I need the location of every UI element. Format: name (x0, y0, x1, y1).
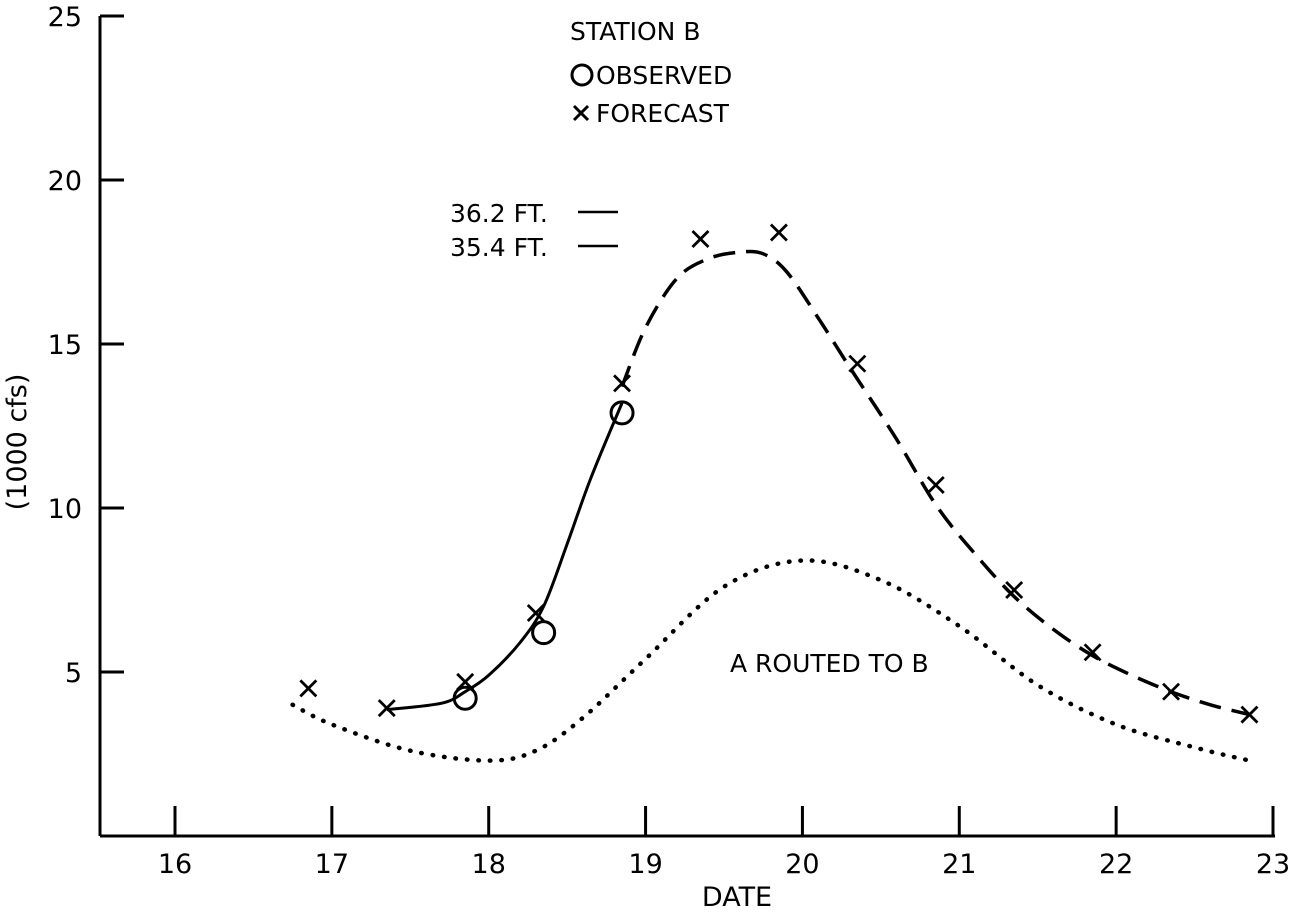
x-tick-label-17: 17 (315, 849, 349, 880)
forecast-point-stroke (769, 223, 788, 242)
legend-observed-label: OBSERVED (596, 61, 732, 90)
observed-point (531, 620, 557, 646)
forecast-point-stroke (848, 354, 867, 373)
annotations: 36.2 FT. 35.4 FT. A ROUTED TO B (450, 199, 929, 678)
routed-curve (290, 558, 1252, 763)
y-tick-label-25: 25 (48, 2, 82, 33)
forecast-point (691, 230, 710, 249)
forecast-point (377, 699, 396, 718)
x-tick-label-18: 18 (472, 849, 506, 880)
forecast-point-stroke (299, 679, 318, 698)
forecast-point (848, 354, 867, 373)
forecast-curve (620, 249, 1250, 717)
legend-forecast-label: FORECAST (596, 99, 730, 128)
forecast-point-stroke (526, 603, 545, 622)
y-tick-label-5: 5 (65, 658, 82, 689)
y-axis-label: (1000 cfs) (2, 374, 33, 511)
observed-curve (386, 402, 624, 712)
forecast-point (299, 679, 318, 698)
x-tick-label-16: 16 (158, 849, 192, 880)
forecast-point (1162, 682, 1181, 701)
observed-point (452, 685, 478, 711)
legend-observed-marker (570, 63, 594, 87)
routed-curve-label: A ROUTED TO B (730, 649, 929, 678)
forecast-point (769, 223, 788, 242)
stage-annotation-35-4: 35.4 FT. (450, 233, 548, 262)
axes (98, 14, 1275, 838)
forecast-point-stroke (1240, 705, 1259, 724)
x-tick-label-21: 21 (942, 849, 976, 880)
forecast-point (1005, 581, 1024, 599)
forecast-point (456, 672, 475, 691)
stage-annotation-36-2: 36.2 FT. (450, 199, 548, 228)
axis-ticks: 5 10 15 20 25 16 17 18 19 20 21 22 23 (48, 2, 1291, 880)
chart-title: STATION B (570, 17, 700, 46)
forecast-point-stroke (691, 230, 710, 249)
legend-forecast-marker (572, 104, 590, 122)
forecast-point-stroke (456, 672, 475, 691)
forecast-point-stroke (926, 476, 945, 495)
y-tick-label-20: 20 (48, 166, 82, 197)
forecast-point (926, 476, 945, 495)
x-tick-label-20: 20 (785, 849, 819, 880)
forecast-point-stroke (613, 374, 632, 393)
legend: STATION B OBSERVED FORECAST (570, 17, 732, 128)
x-tick-label-19: 19 (628, 849, 662, 880)
y-tick-label-10: 10 (48, 494, 82, 525)
series-curves (290, 249, 1252, 763)
forecast-point-stroke (1005, 581, 1024, 599)
y-tick-label-15: 15 (48, 330, 82, 361)
x-tick-label-23: 23 (1256, 849, 1290, 880)
forecast-point-stroke (1162, 682, 1181, 701)
forecast-point (613, 374, 632, 393)
forecast-point (1083, 643, 1102, 662)
forecast-point (1240, 705, 1259, 724)
x-axis-label: DATE (702, 882, 772, 913)
x-tick-label-22: 22 (1099, 849, 1133, 880)
observed-point (609, 400, 635, 426)
forecast-point-stroke (1083, 643, 1102, 662)
forecast-point-stroke (377, 699, 396, 718)
series-markers (299, 223, 1259, 724)
forecast-point (526, 603, 545, 622)
